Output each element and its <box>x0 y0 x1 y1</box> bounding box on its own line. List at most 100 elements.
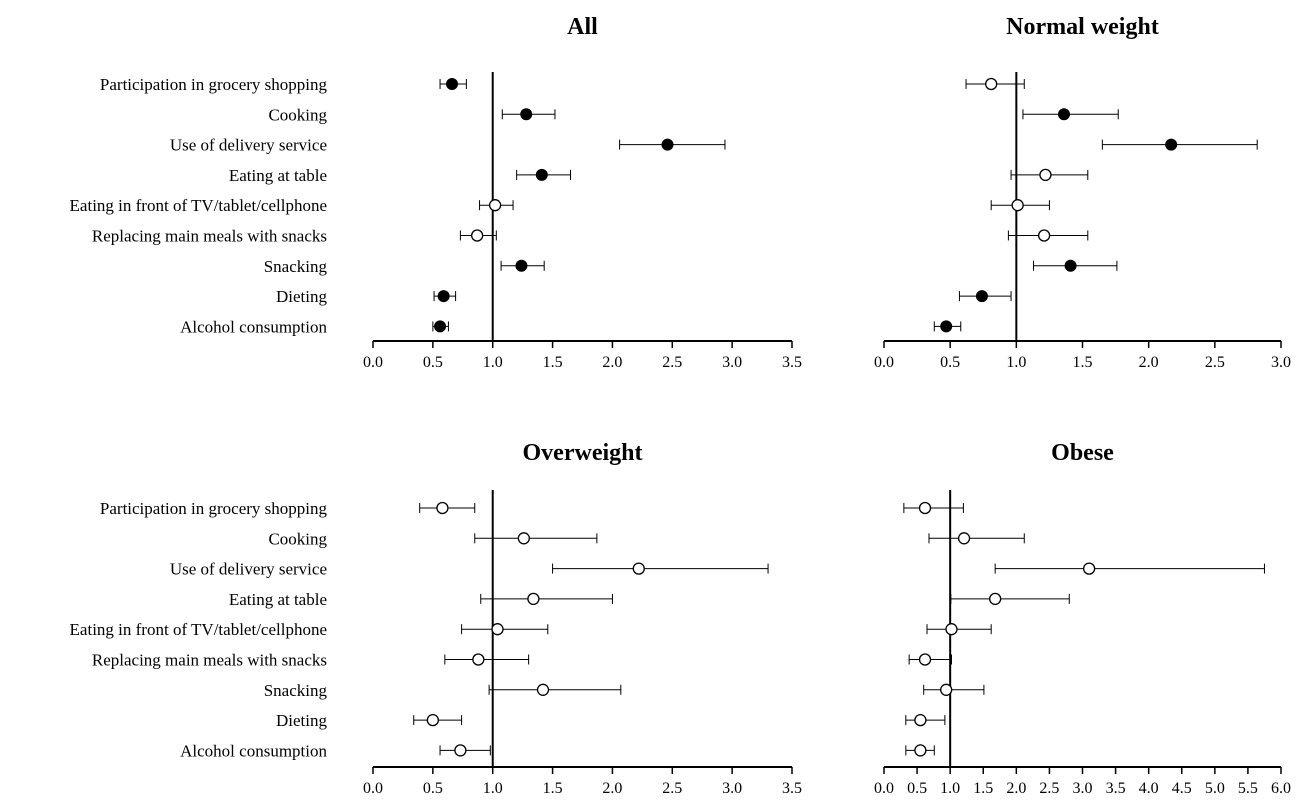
x-tick-label: 4.5 <box>1172 780 1192 797</box>
category-label: Snacking <box>264 681 328 700</box>
point-estimate-open <box>454 744 467 757</box>
x-tick-label: 1.5 <box>1073 354 1093 371</box>
point-estimate-open <box>1037 229 1051 242</box>
category-label: Use of delivery service <box>170 560 327 579</box>
x-tick-label: 1.0 <box>940 780 960 797</box>
point-estimate-filled <box>1064 259 1077 272</box>
x-tick-label: 2.0 <box>602 354 622 371</box>
x-tick-label: 3.5 <box>782 354 802 371</box>
x-tick-label: 0.0 <box>874 354 894 371</box>
x-tick-label: 0.0 <box>363 354 383 371</box>
category-label: Replacing main meals with snacks <box>92 227 327 246</box>
category-label: Participation in grocery shopping <box>100 499 328 518</box>
point-estimate-open <box>940 683 953 696</box>
category-label: Alcohol consumption <box>180 741 327 760</box>
point-estimate-filled <box>975 290 988 303</box>
point-estimate-open <box>918 501 932 515</box>
x-tick-label: 0.5 <box>423 780 443 797</box>
x-tick-label: 1.5 <box>543 780 563 797</box>
point-estimate-filled <box>515 259 528 272</box>
point-estimate-open <box>914 713 927 727</box>
x-tick-label: 2.0 <box>1006 780 1026 797</box>
point-estimate-open <box>471 229 484 242</box>
point-estimate-filled <box>520 108 533 121</box>
panel-title: Overweight <box>523 440 643 466</box>
point-estimate-open <box>1039 168 1052 182</box>
x-tick-label: 3.0 <box>1073 780 1093 797</box>
panel-2: Overweight 0.0 0.5 1.0 1.5 2.0 2.5 3.0 3.5 Partic… <box>70 440 802 797</box>
x-tick-label: 6.0 <box>1271 780 1291 797</box>
point-estimate-open <box>488 199 502 212</box>
point-estimate-filled <box>446 78 459 90</box>
x-tick-label: 2.5 <box>662 780 682 797</box>
point-estimate-open <box>985 77 998 91</box>
panel-title: Obese <box>1051 440 1114 466</box>
point-estimate-open <box>426 713 440 727</box>
category-label: Alcohol consumption <box>180 317 327 336</box>
x-tick-label: 2.5 <box>1039 780 1059 797</box>
panel-0: All 0.0 0.5 1.0 1.5 2.0 2.5 3.0 3.5 Participation… <box>70 14 802 371</box>
x-tick-label: 5.5 <box>1238 780 1258 797</box>
point-estimate-filled <box>940 320 953 333</box>
panel-3: Obese 0.0 0.5 1.0 1.5 2.0 2.5 3.0 3.5 4.0 4.5 5.0 5.… <box>874 440 1291 797</box>
x-tick-label: 1.5 <box>543 354 563 371</box>
x-tick-label: 3.5 <box>782 780 802 797</box>
panel-title: All <box>567 14 598 40</box>
panel-title: Normal weight <box>1006 14 1159 40</box>
x-tick-label: 5.0 <box>1205 780 1225 797</box>
category-label: Eating in front of TV/tablet/cellphone <box>70 196 327 215</box>
category-label: Dieting <box>276 711 327 730</box>
x-tick-label: 2.5 <box>1205 354 1225 371</box>
x-tick-label: 1.0 <box>483 354 503 371</box>
point-estimate-open <box>436 501 449 515</box>
point-estimate-open <box>957 532 971 545</box>
point-estimate-open <box>536 683 550 696</box>
x-tick-label: 0.0 <box>874 780 894 797</box>
point-estimate-open <box>632 562 645 575</box>
x-tick-label: 3.0 <box>722 780 742 797</box>
point-estimate-filled <box>1057 108 1070 121</box>
point-estimate-open <box>945 623 958 636</box>
point-estimate-open <box>989 592 1002 606</box>
point-estimate-filled <box>1165 138 1178 151</box>
point-estimate-open <box>472 653 485 666</box>
category-label: Eating at table <box>229 590 327 609</box>
category-label: Participation in grocery shopping <box>100 75 328 94</box>
category-label: Cooking <box>268 105 327 124</box>
point-estimate-open <box>527 592 540 606</box>
category-label: Replacing main meals with snacks <box>92 651 327 670</box>
point-estimate-open <box>918 653 932 666</box>
category-label: Eating in front of TV/tablet/cellphone <box>70 620 327 639</box>
point-estimate-open <box>1082 562 1096 575</box>
x-tick-label: 0.5 <box>940 354 960 371</box>
x-tick-label: 3.0 <box>722 354 742 371</box>
x-tick-label: 4.0 <box>1139 780 1159 797</box>
category-label: Dieting <box>276 287 327 306</box>
x-tick-label: 2.0 <box>602 780 622 797</box>
x-tick-label: 0.0 <box>363 780 383 797</box>
x-tick-label: 0.5 <box>423 354 443 371</box>
point-estimate-filled <box>437 290 450 303</box>
point-estimate-filled <box>535 168 548 181</box>
x-tick-label: 2.5 <box>662 354 682 371</box>
x-tick-label: 1.0 <box>483 780 503 797</box>
x-tick-label: 0.5 <box>907 780 927 797</box>
x-tick-label: 1.5 <box>973 780 993 797</box>
point-estimate-open <box>517 532 530 545</box>
category-label: Snacking <box>264 257 328 276</box>
x-tick-label: 1.0 <box>1006 354 1026 371</box>
x-tick-label: 3.5 <box>1106 780 1126 797</box>
x-tick-label: 2.0 <box>1139 354 1159 371</box>
point-estimate-open <box>491 623 504 636</box>
category-label: Use of delivery service <box>170 136 327 155</box>
point-estimate-open <box>914 744 927 757</box>
x-tick-label: 3.0 <box>1271 354 1291 371</box>
panel-1: Normal weight 0.0 0.5 1.0 1.5 2.0 2.5 3.0 <box>874 14 1291 371</box>
point-estimate-filled <box>434 320 447 333</box>
point-estimate-filled <box>661 138 674 151</box>
point-estimate-open <box>1011 199 1024 212</box>
category-label: Eating at table <box>229 166 327 185</box>
category-label: Cooking <box>268 529 327 548</box>
